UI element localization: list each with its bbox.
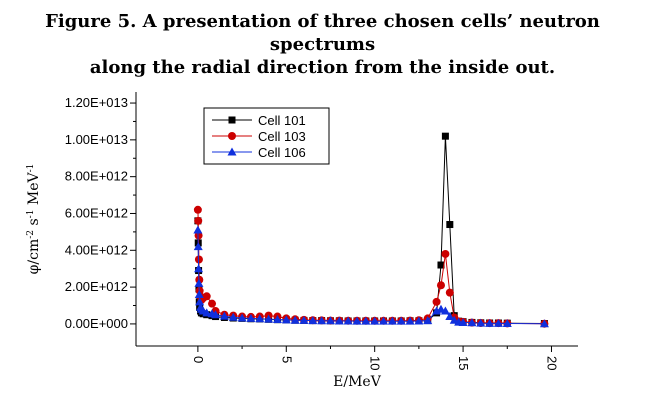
data-point [379,316,389,325]
y-tick-label: 1.20E+013 [65,95,128,110]
x-tick-label: 15 [456,356,471,370]
legend-marker [228,132,236,140]
data-point [237,313,247,322]
y-tick-label: 6.00E+012 [65,205,128,220]
chart-axes: 0.00E+000 2.00E+012 4.00E+012 6.00E+012 8.00… [26,92,578,390]
data-point [290,315,300,324]
data-point [493,318,503,327]
data-point [194,278,204,287]
data-point [476,318,486,327]
data-point [445,288,454,297]
data-point [194,289,204,298]
data-point [423,316,433,325]
legend-marker [228,116,236,124]
data-point [255,314,265,323]
data-point [208,299,217,308]
data-point [228,312,238,321]
y-axis-label-part: s [26,218,42,230]
series-cell-103 [193,205,549,328]
y-tick-label: 1.00E+013 [65,132,128,147]
y-tick-label: 0.00E+000 [65,316,128,331]
legend-label: Cell 103 [258,129,306,144]
figure-title-line-1: Figure 5. A presentation of three chosen… [45,11,600,55]
data-point [437,261,445,269]
x-tick-label: 20 [544,356,559,370]
legend-label: Cell 101 [258,113,306,128]
data-point [246,313,256,322]
y-axis-label: φ/cm-2 s-1 MeV-1 [26,164,42,275]
data-point [414,316,424,325]
data-point [194,216,203,225]
data-point [194,264,204,273]
x-tick-label: 10 [368,356,383,370]
chart-series-layer [193,132,549,328]
data-point [445,312,455,321]
data-point [202,308,212,317]
legend-marker [227,147,237,156]
figure-title: Figure 5. A presentation of three chosen… [0,10,645,79]
data-point [193,205,202,214]
y-tick-label: 2.00E+012 [65,279,128,294]
data-point [441,249,450,258]
data-point [299,315,309,324]
data-point [334,316,344,325]
data-point [432,297,441,306]
data-point [441,132,449,140]
data-point [325,316,335,325]
data-point [264,314,274,323]
data-point [361,316,371,325]
data-point [194,231,203,240]
data-point [502,319,512,328]
data-point [202,292,211,301]
y-axis-label-exponent: -1 [26,210,36,219]
data-point [387,316,397,325]
data-point [405,316,415,325]
series-line [197,209,545,325]
data-point [370,316,380,325]
x-tick-label: 5 [279,356,294,363]
y-axis-label-exponent: -2 [26,230,36,239]
data-point [352,316,362,325]
data-point [308,316,318,325]
y-axis-label-exponent: -1 [26,164,36,173]
data-point [281,315,291,324]
x-axis-label: E/MeV [333,374,382,390]
data-point [193,225,203,234]
y-tick-label: 8.00E+012 [65,169,128,184]
data-point [343,316,353,325]
data-point [211,310,221,319]
y-axis-label-part: MeV [26,171,42,209]
y-axis-label-part: φ/cm [26,239,42,275]
data-point [440,306,450,315]
x-tick-label: 0 [191,356,206,363]
data-point [396,316,406,325]
data-point [219,311,229,320]
data-point [458,317,468,326]
data-point [272,314,282,323]
legend-label: Cell 106 [258,145,306,160]
data-point [317,316,327,325]
data-point [485,318,495,327]
data-point [446,221,454,229]
data-point [436,281,445,290]
data-point [194,255,203,264]
figure-title-line-2: along the radial direction from the insi… [89,57,556,78]
data-point [193,242,203,251]
series-cell-106 [193,225,549,328]
y-tick-label: 4.00E+012 [65,242,128,257]
data-point [195,297,205,306]
data-point [539,319,549,328]
data-point [467,318,477,327]
series-line [197,229,545,325]
